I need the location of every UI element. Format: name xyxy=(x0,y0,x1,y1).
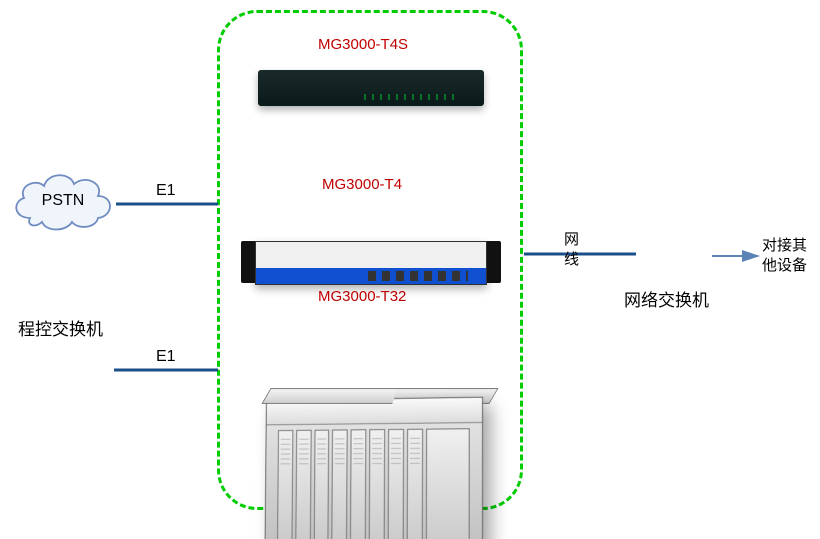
device-t32-slot xyxy=(313,430,329,539)
device-t32-slot xyxy=(406,429,422,539)
device-t32-slot xyxy=(387,429,403,539)
device-t32-slot xyxy=(295,430,311,539)
device-t32-slot xyxy=(350,429,366,539)
peer-label-line1: 对接其 xyxy=(762,234,807,255)
device-t4s-label: MG3000-T4S xyxy=(318,36,408,53)
device-t4 xyxy=(255,241,487,285)
device-t32-slot xyxy=(277,430,293,539)
peer-label-line2: 他设备 xyxy=(762,254,807,275)
link-net-label-bottom: 线 xyxy=(564,248,579,269)
device-t32-body xyxy=(264,397,483,539)
link-net-label-top: 网 xyxy=(564,228,579,249)
pstn-label: PSTN xyxy=(8,166,118,236)
pbx-label: 程控交换机 xyxy=(18,315,103,340)
link-pstn-e1-label: E1 xyxy=(156,182,176,200)
pstn-cloud: PSTN xyxy=(8,166,118,236)
device-t32-slots xyxy=(277,428,470,539)
device-t4-label: MG3000-T4 xyxy=(322,176,402,193)
device-t4-accent xyxy=(256,268,486,284)
device-t32-slot xyxy=(332,429,348,539)
device-t32-slot xyxy=(369,429,385,539)
link-pbx-e1-label: E1 xyxy=(156,348,176,366)
network-switch-label: 网络交换机 xyxy=(624,286,709,311)
device-t32-wide-slot xyxy=(425,428,469,539)
device-t4-logo xyxy=(264,246,294,256)
device-t32-label: MG3000-T32 xyxy=(318,288,406,305)
device-t32 xyxy=(262,398,482,539)
device-t4s xyxy=(258,70,484,106)
